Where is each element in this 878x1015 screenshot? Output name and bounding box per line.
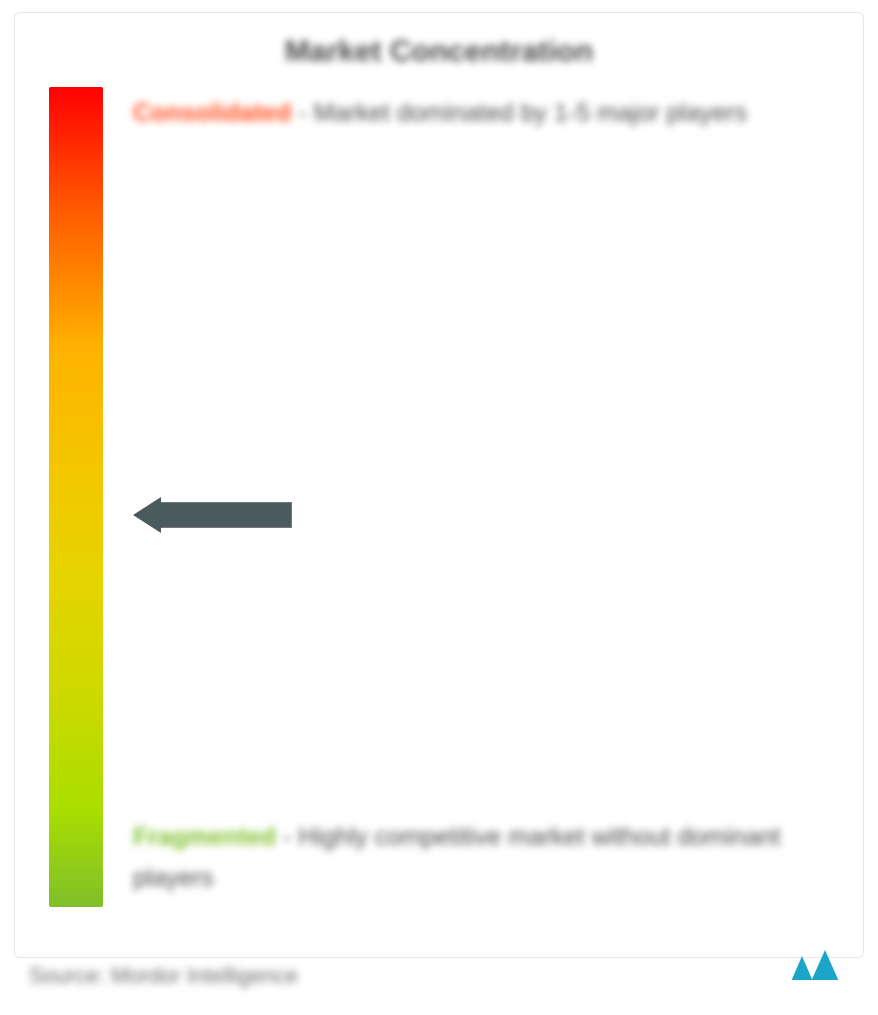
arrow-shaft — [161, 502, 292, 528]
consolidated-bold: Consolidated — [133, 99, 291, 127]
labels-area: Consolidated - Market dominated by 1-5 m… — [133, 87, 829, 907]
arrow-head-icon — [133, 497, 161, 533]
consolidated-rest: - Market dominated by 1-5 major players — [291, 99, 747, 127]
gradient-scale — [49, 87, 103, 907]
position-arrow — [133, 497, 292, 533]
consolidated-label: Consolidated - Market dominated by 1-5 m… — [133, 93, 819, 134]
chart-title: Market Concentration — [49, 35, 829, 69]
source-text: Source: Mordor Intelligence — [29, 963, 298, 989]
brand-logo-icon — [789, 950, 849, 991]
fragmented-label: Fragmented - Highly competitive market w… — [133, 817, 819, 900]
fragmented-bold: Fragmented — [133, 823, 276, 851]
chart-card: Market Concentration Consolidated - Mark… — [14, 12, 864, 958]
chart-body: Consolidated - Market dominated by 1-5 m… — [49, 87, 829, 907]
